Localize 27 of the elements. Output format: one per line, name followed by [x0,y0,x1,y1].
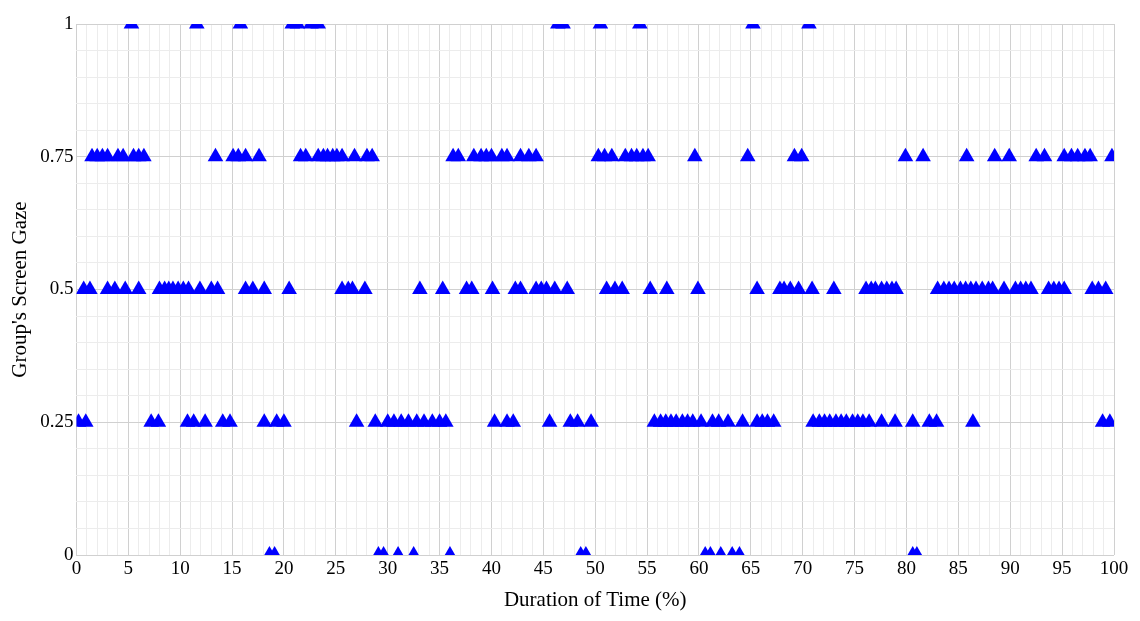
x-tick-label: 65 [741,557,761,579]
x-tick-label: 95 [1052,557,1072,579]
x-axis-title: Duration of Time (%) [503,586,687,611]
x-tick-label: 80 [896,557,916,579]
x-tick-label: 50 [585,557,605,579]
x-tick-label: 5 [123,557,134,579]
y-axis-title: Group's Screen Gaze [7,201,32,378]
x-tick-label: 60 [689,557,709,579]
x-tick-label: 35 [430,557,450,579]
x-tick-label: 25 [326,557,346,579]
x-tick-label: 55 [637,557,657,579]
x-tick-label: 10 [170,557,190,579]
x-tick-label: 90 [1000,557,1020,579]
y-tick-label: 0.75 [40,144,74,166]
x-tick-label: 15 [222,557,242,579]
x-tick-label: 40 [481,557,501,579]
y-tick-label: 0.25 [40,410,74,432]
x-tick-label: 75 [845,557,865,579]
y-tick-label: 1 [63,11,74,33]
x-tick-label: 30 [378,557,398,579]
y-tick-label: 0 [63,542,74,564]
y-tick-label: 0.5 [49,277,74,299]
x-tick-label: 70 [793,557,813,579]
x-tick-label: 20 [274,557,294,579]
x-tick-label: 100 [1099,557,1129,579]
x-tick-label: 85 [948,557,968,579]
x-tick-label: 45 [533,557,553,579]
